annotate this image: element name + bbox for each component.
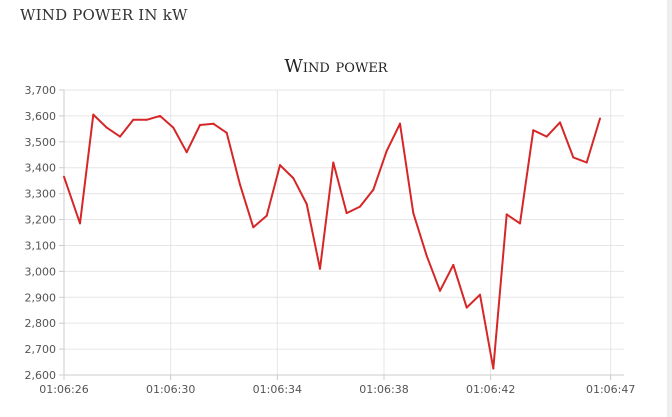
y-tick-label: 3,400 <box>25 162 57 175</box>
data-point <box>252 226 255 229</box>
data-point <box>92 113 95 116</box>
x-tick-label: 01:06:30 <box>146 383 195 396</box>
data-point <box>145 118 148 121</box>
y-tick-label: 2,900 <box>25 291 57 304</box>
data-point <box>412 212 415 215</box>
y-tick-label: 2,700 <box>25 343 57 356</box>
data-point <box>465 306 468 309</box>
data-point <box>265 214 268 217</box>
axes <box>59 89 624 380</box>
y-tick-label: 3,500 <box>25 136 57 149</box>
data-point <box>399 122 401 125</box>
y-tick-label: 3,700 <box>25 84 57 97</box>
data-point <box>172 126 175 129</box>
data-point <box>63 175 65 178</box>
data-point <box>305 203 308 205</box>
data-point <box>132 118 135 121</box>
data-point <box>519 222 521 225</box>
data-point <box>79 222 81 225</box>
panel-border <box>667 0 672 417</box>
data-point <box>119 135 121 138</box>
data-point <box>559 121 561 124</box>
data-point <box>452 263 455 266</box>
data-point <box>545 135 548 138</box>
data-point <box>212 122 215 125</box>
y-tick-label: 3,300 <box>25 188 57 201</box>
data-point <box>292 177 295 180</box>
data-point <box>225 131 228 134</box>
data-point <box>492 367 495 370</box>
data-point <box>372 188 375 191</box>
x-tick-label: 01:06:47 <box>586 383 635 396</box>
data-point <box>505 213 508 216</box>
series-layer <box>63 113 601 370</box>
data-point <box>105 126 108 129</box>
data-point <box>532 129 535 132</box>
y-tick-label: 3,200 <box>25 214 57 227</box>
data-point <box>479 293 481 296</box>
x-tick-label: 01:06:34 <box>253 383 302 396</box>
data-point <box>585 161 588 164</box>
data-point <box>359 205 361 208</box>
chart-title: Wind power <box>284 56 388 77</box>
y-tick-label: 2,800 <box>25 317 57 330</box>
data-point <box>572 156 575 159</box>
data-point <box>425 254 428 257</box>
data-point <box>332 161 335 164</box>
data-point <box>185 151 188 154</box>
y-tick-label: 3,600 <box>25 110 57 123</box>
data-point <box>279 164 281 167</box>
data-point <box>385 149 388 152</box>
grid-lines <box>63 89 624 376</box>
data-point <box>439 289 441 292</box>
y-tick-label: 2,600 <box>25 369 57 382</box>
data-point <box>159 114 161 117</box>
tick-labels: 3,700 3,600 3,500 3,400 3,300 3,200 3,100 3,000… <box>25 84 636 396</box>
series-line <box>63 113 601 370</box>
x-tick-label: 01:06:42 <box>466 383 515 396</box>
data-point <box>345 212 348 215</box>
y-tick-label: 3,000 <box>25 265 57 278</box>
data-point <box>319 267 321 270</box>
y-tick-label: 3,100 <box>25 239 57 252</box>
data-point <box>199 124 201 126</box>
x-tick-label: 01:06:26 <box>39 383 88 396</box>
data-point <box>599 117 601 120</box>
data-point <box>239 183 241 186</box>
panel-title: WIND POWER IN kW <box>20 6 188 24</box>
x-tick-label: 01:06:38 <box>359 383 408 396</box>
